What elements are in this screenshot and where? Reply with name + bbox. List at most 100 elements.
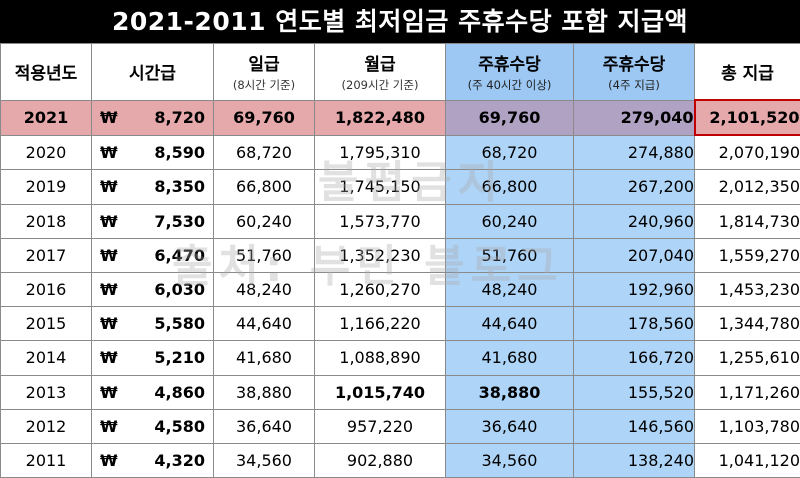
four-week-allowance-cell: 274,880	[573, 134, 695, 171]
monthly-wage-cell: 1,088,890	[314, 340, 446, 376]
year-cell: 2015	[0, 306, 92, 342]
weekly-allowance-cell: 44,640	[445, 306, 574, 342]
four-week-allowance-cell: 192,960	[573, 271, 695, 308]
hourly-wage-value: 5,210	[154, 348, 205, 368]
four-week-allowance-cell: 207,040	[573, 237, 695, 273]
col-header-total: 총 지급	[694, 43, 800, 101]
header-row: 적용년도 시간급 일급 (8시간 기준) 월급 (209시간 기준) 주휴수당 (주 …	[0, 43, 800, 101]
weekly-allowance-cell: 69,760	[445, 99, 574, 136]
table-row: 2013 ₩4,860 38,880 1,015,740 38,880 155,520 1,…	[0, 374, 800, 410]
monthly-wage-cell: 1,260,270	[314, 271, 446, 308]
table-row: 2017 ₩6,470 51,760 1,352,230 51,760 207,040 1,…	[0, 237, 800, 273]
won-symbol: ₩	[100, 107, 118, 127]
table-title: 2021-2011 연도별 최저임금 주휴수당 포함 지급액	[0, 0, 800, 43]
year-cell: 2021	[0, 99, 92, 136]
table-row: 2019 ₩8,350 66,800 1,745,150 66,800 267,200 2,…	[0, 169, 800, 205]
hourly-wage-value: 4,320	[154, 450, 205, 470]
hourly-wage-cell: ₩5,580	[91, 306, 214, 342]
hourly-wage-cell: ₩4,320	[91, 442, 214, 478]
col-header-year: 적용년도	[0, 43, 92, 101]
table-row: 2020 ₩8,590 68,720 1,795,310 68,720 274,880 2,…	[0, 134, 800, 171]
col-header-four-week-allowance: 주휴수당 (4주 지급)	[573, 43, 695, 101]
total-pay-cell: 1,255,610	[694, 340, 800, 376]
hourly-wage-cell: ₩8,720	[91, 99, 214, 136]
hourly-wage-cell: ₩7,530	[91, 203, 214, 239]
hourly-wage-value: 8,350	[154, 177, 205, 197]
weekly-allowance-cell: 41,680	[445, 340, 574, 376]
year-cell: 2017	[0, 237, 92, 273]
won-symbol: ₩	[100, 142, 118, 162]
year-cell: 2020	[0, 134, 92, 171]
year-cell: 2013	[0, 374, 92, 410]
total-pay-cell: 1,344,780	[694, 306, 800, 342]
total-pay-cell: 1,814,730	[694, 203, 800, 239]
hourly-wage-value: 6,470	[154, 245, 205, 265]
weekly-allowance-cell: 60,240	[445, 203, 574, 239]
monthly-wage-cell: 1,166,220	[314, 306, 446, 342]
table-row: 2015 ₩5,580 44,640 1,166,220 44,640 178,560 1,…	[0, 306, 800, 342]
four-week-allowance-cell: 166,720	[573, 340, 695, 376]
won-symbol: ₩	[100, 450, 118, 470]
total-pay-cell: 2,101,520	[693, 98, 800, 137]
won-symbol: ₩	[100, 348, 118, 368]
hourly-wage-value: 8,720	[154, 107, 205, 127]
daily-wage-cell: 34,560	[213, 442, 315, 478]
four-week-allowance-cell: 138,240	[573, 442, 695, 478]
year-cell: 2019	[0, 169, 92, 205]
daily-wage-cell: 66,800	[213, 169, 315, 205]
monthly-wage-cell: 1,795,310	[314, 134, 446, 171]
total-pay-cell: 1,103,780	[694, 408, 800, 444]
daily-wage-cell: 48,240	[213, 271, 315, 308]
monthly-wage-cell: 1,822,480	[314, 99, 446, 136]
four-week-allowance-cell: 155,520	[573, 374, 695, 410]
total-pay-cell: 2,070,190	[694, 134, 800, 171]
monthly-wage-cell: 1,015,740	[314, 374, 446, 410]
hourly-wage-cell: ₩8,350	[91, 169, 214, 205]
daily-wage-cell: 60,240	[213, 203, 315, 239]
hourly-wage-value: 8,590	[154, 142, 205, 162]
weekly-allowance-cell: 48,240	[445, 271, 574, 308]
total-pay-cell: 2,012,350	[694, 169, 800, 205]
table-row: 2016 ₩6,030 48,240 1,260,270 48,240 192,960 1,…	[0, 271, 800, 308]
daily-wage-cell: 51,760	[213, 237, 315, 273]
hourly-wage-cell: ₩6,470	[91, 237, 214, 273]
monthly-wage-cell: 1,745,150	[314, 169, 446, 205]
four-week-allowance-cell: 267,200	[573, 169, 695, 205]
year-cell: 2011	[0, 442, 92, 478]
year-cell: 2016	[0, 271, 92, 308]
table-row: 2012 ₩4,580 36,640 957,220 36,640 146,560 1,10…	[0, 408, 800, 444]
hourly-wage-value: 4,580	[154, 416, 205, 436]
four-week-allowance-cell: 146,560	[573, 408, 695, 444]
total-pay-cell: 1,453,230	[694, 271, 800, 308]
year-cell: 2018	[0, 203, 92, 239]
daily-wage-cell: 44,640	[213, 306, 315, 342]
hourly-wage-value: 5,580	[154, 314, 205, 334]
table-row: 2011 ₩4,320 34,560 902,880 34,560 138,240 1,04…	[0, 442, 800, 478]
won-symbol: ₩	[100, 177, 118, 197]
hourly-wage-cell: ₩4,860	[91, 374, 214, 410]
monthly-wage-cell: 902,880	[314, 442, 446, 478]
total-pay-cell: 1,559,270	[694, 237, 800, 273]
won-symbol: ₩	[100, 211, 118, 231]
weekly-allowance-cell: 51,760	[445, 237, 574, 273]
won-symbol: ₩	[100, 382, 118, 402]
weekly-allowance-cell: 36,640	[445, 408, 574, 444]
four-week-allowance-cell: 240,960	[573, 203, 695, 239]
hourly-wage-value: 6,030	[154, 279, 205, 299]
year-cell: 2012	[0, 408, 92, 444]
four-week-allowance-cell: 279,040	[573, 99, 695, 136]
weekly-allowance-cell: 68,720	[445, 134, 574, 171]
hourly-wage-cell: ₩8,590	[91, 134, 214, 171]
won-symbol: ₩	[100, 314, 118, 334]
won-symbol: ₩	[100, 245, 118, 265]
hourly-wage-cell: ₩4,580	[91, 408, 214, 444]
daily-wage-cell: 41,680	[213, 340, 315, 376]
table-row: 2021 ₩8,720 69,760 1,822,480 69,760 279,040 2,…	[0, 98, 800, 137]
daily-wage-cell: 68,720	[213, 134, 315, 171]
won-symbol: ₩	[100, 279, 118, 299]
four-week-allowance-cell: 178,560	[573, 306, 695, 342]
monthly-wage-cell: 1,352,230	[314, 237, 446, 273]
year-cell: 2014	[0, 340, 92, 376]
hourly-wage-cell: ₩5,210	[91, 340, 214, 376]
table-row: 2014 ₩5,210 41,680 1,088,890 41,680 166,720 1,…	[0, 340, 800, 376]
